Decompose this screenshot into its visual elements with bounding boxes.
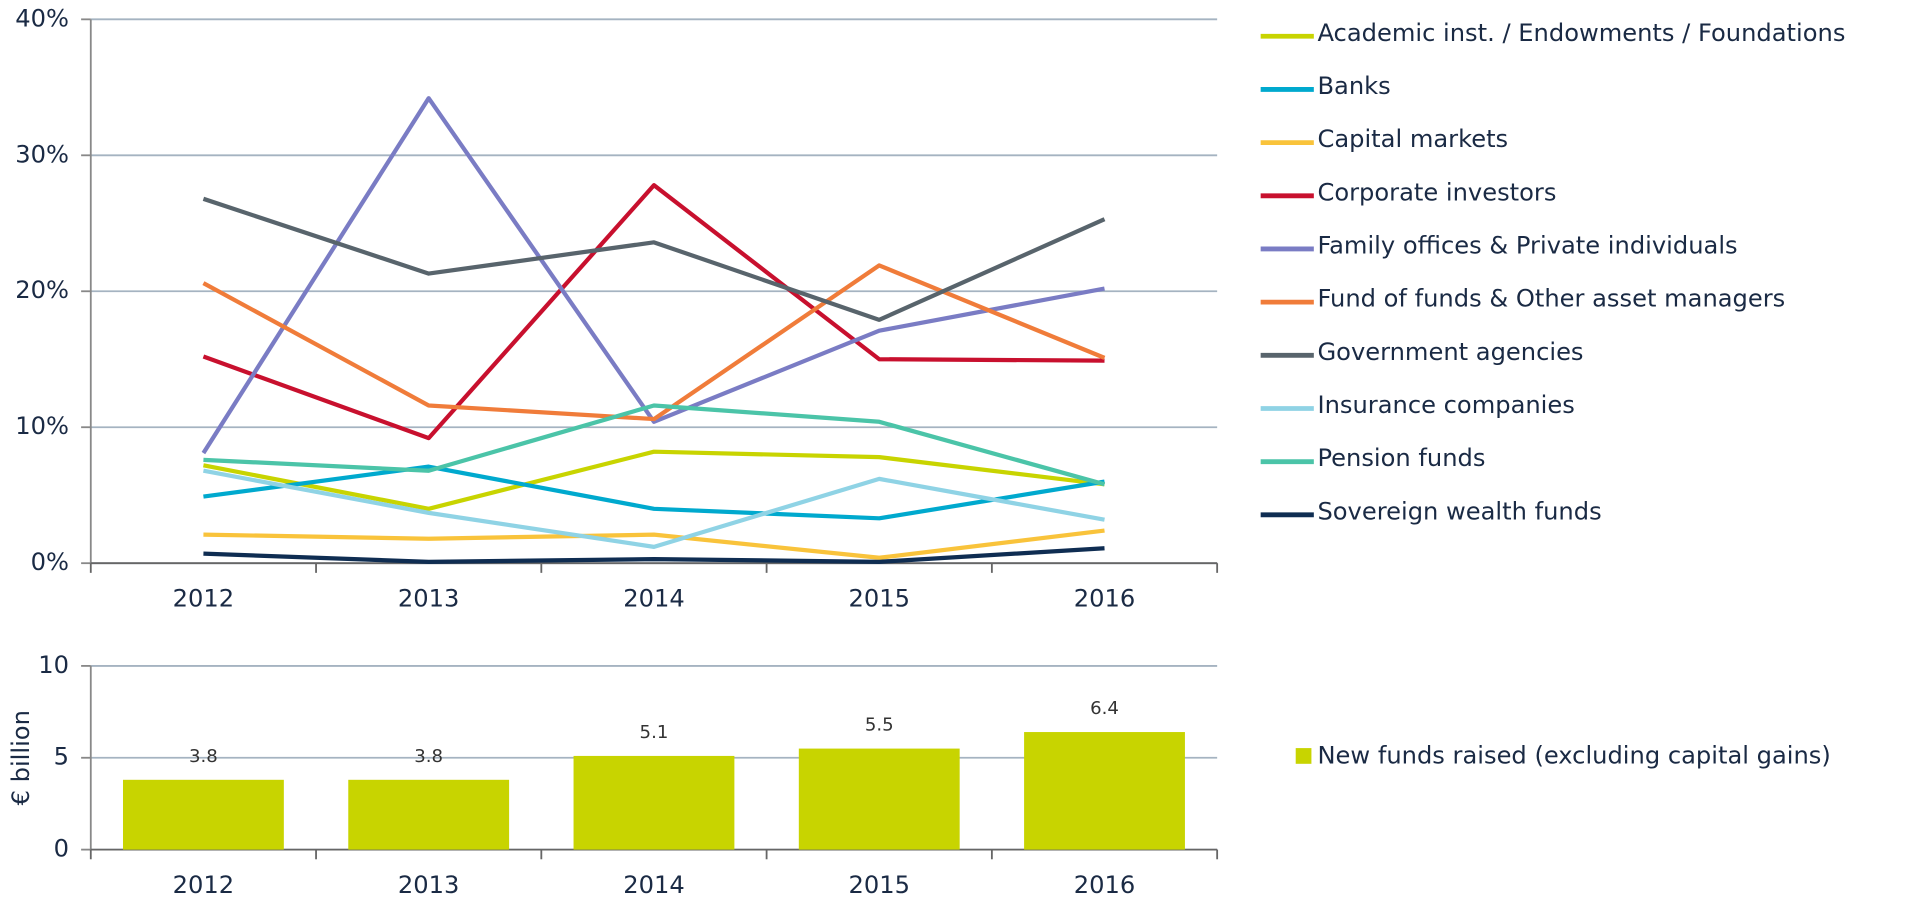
legend-label: Family offices & Private individuals [1317,232,1737,260]
x-tick-label: 2013 [398,871,459,899]
legend-label: Academic inst. / Endowments / Foundation… [1317,19,1845,47]
value-label: 3.8 [414,746,443,767]
line [202,183,1105,441]
line [203,464,1105,521]
line [203,528,1105,560]
value-label: 6.4 [1090,698,1119,719]
bar [1024,732,1185,850]
y-tick-label: 30% [15,140,69,168]
line [201,96,1105,455]
line [203,546,1105,564]
legend-label: Banks [1317,72,1390,100]
x-tick-label: 2014 [623,871,684,899]
x-tick-label: 2016 [1074,584,1135,612]
legend-label: Fund of funds & Other asset managers [1317,285,1785,313]
bar [573,755,735,850]
x-tick-label: 2015 [848,871,909,899]
value-label: 3.8 [189,746,218,767]
bar [348,779,510,850]
x-tick-label: 2012 [173,871,234,899]
legend-label: New funds raised (excluding capital gain… [1317,742,1830,770]
y-tick-label: 10% [15,412,69,440]
legend-label: Corporate investors [1317,178,1556,206]
x-tick-label: 2014 [623,584,684,612]
x-tick-label: 2013 [398,584,459,612]
value-label: 5.5 [865,715,894,736]
y-tick-label: 5 [54,743,69,771]
x-tick-label: 2016 [1074,871,1135,899]
y-tick-label: 20% [15,276,69,304]
line [203,468,1105,549]
legend-label: Pension funds [1317,444,1485,472]
y-tick-label: 10 [38,651,69,679]
line [202,263,1106,422]
y-tick-label: 40% [15,4,69,32]
line [203,403,1106,487]
legend-swatch [1295,748,1312,764]
y-axis-label: € billion [7,710,35,805]
line [202,196,1106,322]
x-tick-label: 2015 [848,584,909,612]
bar [122,779,284,850]
line [203,449,1105,511]
bar [798,748,960,850]
value-label: 5.1 [640,722,669,743]
y-tick-label: 0% [31,548,69,576]
legend-label: Capital markets [1317,125,1508,153]
legend-label: Government agencies [1317,338,1583,366]
legend-label: Sovereign wealth funds [1317,497,1601,525]
x-tick-label: 2012 [173,584,234,612]
y-tick-label: 0 [54,835,69,863]
legend-label: Insurance companies [1317,391,1574,419]
